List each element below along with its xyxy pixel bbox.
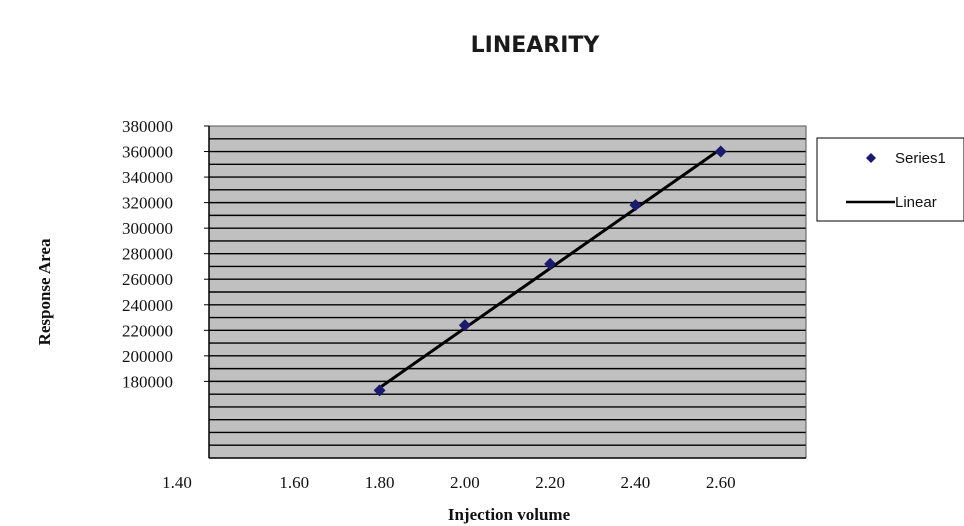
data-point — [544, 257, 557, 270]
x-axis-label: Injection volume — [448, 505, 571, 524]
data-point — [714, 145, 727, 158]
y-tick-label: 240000 — [122, 296, 173, 315]
y-tick-label: 300000 — [122, 219, 173, 238]
y-tick-label: 260000 — [122, 270, 173, 289]
x-tick-labels: 1.40 1.60 1.80 2.00 2.20 2.40 2.60 — [162, 473, 735, 492]
gridlines — [209, 138, 806, 446]
y-tick-label: 200000 — [122, 347, 173, 366]
data-point — [373, 384, 386, 397]
y-tick-label: 220000 — [122, 321, 173, 340]
y-axis-label: Response Area — [35, 238, 54, 345]
legend: Series1 Linear — [816, 137, 964, 222]
legend-label-linear: Linear — [895, 194, 937, 211]
legend-marker-series1 — [866, 153, 876, 163]
x-tick-label: 1.60 — [279, 473, 309, 492]
x-tick-label: 2.60 — [706, 473, 736, 492]
y-tick-label: 380000 — [122, 117, 173, 136]
y-tick-label: 320000 — [122, 194, 173, 213]
x-tick-label: 1.40 — [162, 473, 192, 492]
legend-label-series1: Series1 — [895, 150, 946, 167]
series-layer — [373, 145, 727, 397]
y-tick-label: 360000 — [122, 143, 173, 162]
chart-title: LINEARITY — [471, 33, 601, 58]
y-tick-labels: 180000 200000 220000 240000 260000 280000 3000… — [122, 117, 209, 391]
x-tick-label: 1.80 — [365, 473, 395, 492]
x-tick-label: 2.20 — [535, 473, 565, 492]
x-tick-label: 2.00 — [450, 473, 480, 492]
data-point — [458, 319, 471, 332]
data-point — [629, 199, 642, 212]
y-tick-label: 180000 — [122, 372, 173, 391]
y-tick-label: 280000 — [122, 245, 173, 264]
legend-box — [816, 137, 964, 222]
x-tick-label: 2.40 — [621, 473, 651, 492]
y-tick-label: 340000 — [122, 168, 173, 187]
